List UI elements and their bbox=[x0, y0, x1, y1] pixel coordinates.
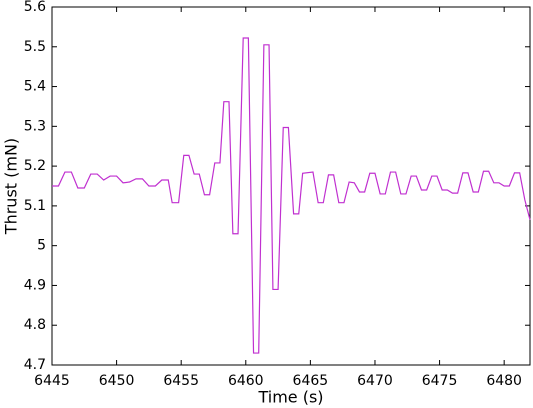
plot-frame bbox=[51, 6, 531, 366]
x-tick-label: 6450 bbox=[99, 373, 135, 389]
x-tick-label: 6460 bbox=[228, 373, 264, 389]
x-tick-label: 6475 bbox=[422, 373, 458, 389]
x-tick-label: 6455 bbox=[163, 373, 199, 389]
line bbox=[52, 37, 531, 354]
y-tick-label: 5 bbox=[37, 238, 46, 254]
x-tick-label: 6480 bbox=[486, 373, 522, 389]
y-axis-title: Thrust (mN) bbox=[2, 138, 21, 235]
y-tick-label: 4.7 bbox=[24, 357, 46, 373]
x-tick-label: 6465 bbox=[293, 373, 329, 389]
y-tick-label: 5.6 bbox=[24, 0, 46, 15]
x-axis-title: Time (s) bbox=[257, 388, 323, 407]
y-tick-label: 5.1 bbox=[24, 198, 46, 214]
y-tick-label: 4.9 bbox=[24, 277, 46, 293]
y-tick-label: 5.5 bbox=[24, 39, 46, 55]
y-tick-label: 5.2 bbox=[24, 158, 46, 174]
y-tick-label: 4.8 bbox=[24, 317, 46, 333]
y-tick-label: 5.3 bbox=[24, 118, 46, 134]
x-tick-label: 6445 bbox=[34, 373, 70, 389]
y-tick-label: 5.4 bbox=[24, 79, 46, 95]
x-tick-label: 6470 bbox=[357, 373, 393, 389]
